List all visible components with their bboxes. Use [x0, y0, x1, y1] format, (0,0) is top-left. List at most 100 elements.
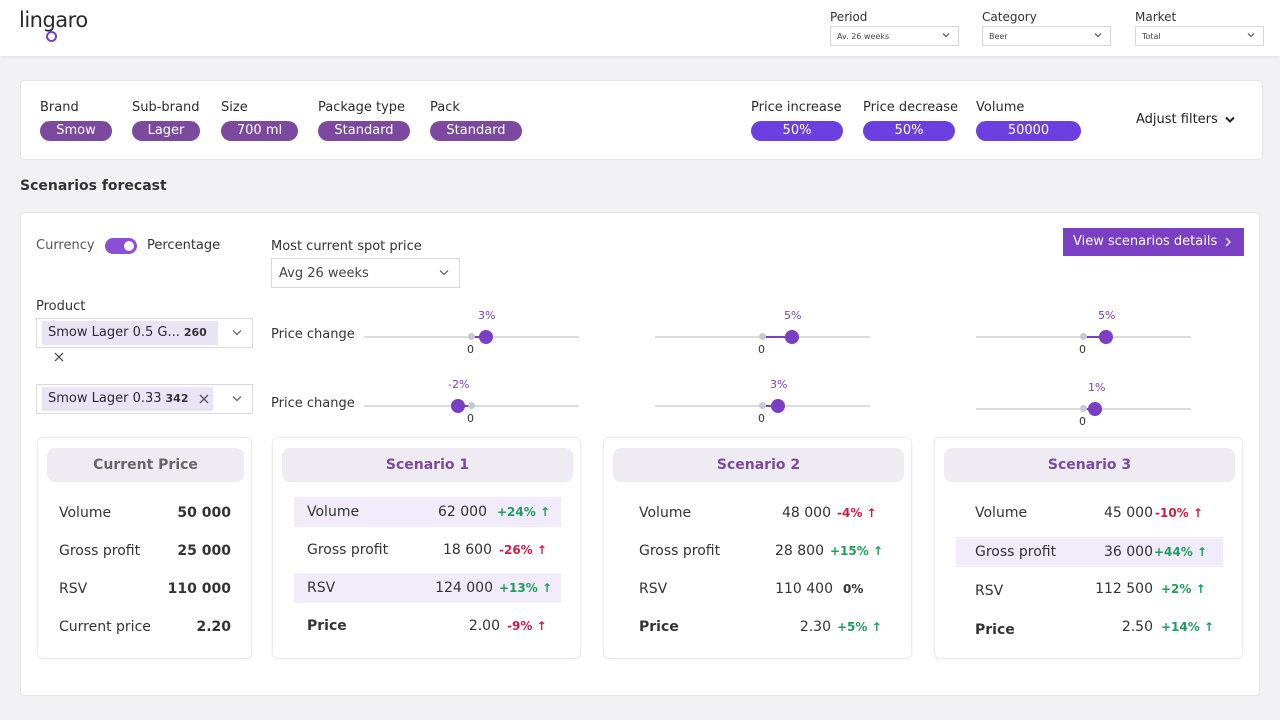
lingaro-logo[interactable]: lingaro: [19, 8, 88, 32]
scenario-card-2: Scenario 2 Volume 48 000 -4% ↑ Gross pro…: [603, 437, 912, 659]
percentage-label: Percentage: [147, 238, 221, 253]
metric-label: RSV: [59, 581, 88, 597]
metric-value: 50 000: [177, 505, 231, 521]
chevron-down-icon: [942, 33, 950, 38]
arrow-up-icon: ↑: [1203, 620, 1215, 634]
arrow-up-icon: ↑: [536, 619, 547, 633]
metric-value: 124 000: [435, 580, 493, 596]
metric-delta: -4% ↑: [837, 506, 877, 520]
metric-label: Price: [639, 619, 679, 635]
scenario-title: Scenario 3: [944, 448, 1235, 482]
current-price-card: Current Price Volume 50 000 Gross profit…: [37, 437, 252, 659]
spot-price-value: Avg 26 weeks: [279, 266, 369, 281]
price-increase-pill[interactable]: 50%: [751, 121, 843, 141]
currency-label: Currency: [36, 238, 95, 253]
price-increase-filter: Price increase 50%: [751, 100, 843, 141]
metric-delta: +24% ↑: [497, 505, 551, 519]
chevron-down-icon: [1247, 33, 1255, 38]
metric-value: 2.00: [468, 618, 500, 634]
scenario-title: Scenario 2: [613, 448, 904, 482]
arrow-up-icon: ↑: [1192, 506, 1203, 520]
metric-label: RSV: [307, 580, 336, 596]
market-value: Total: [1142, 32, 1161, 41]
metric-value: 2.30: [799, 619, 831, 635]
metric-label: Gross profit: [639, 543, 721, 559]
size-pill[interactable]: 700 ml: [221, 121, 298, 141]
slider-zero-label: 0: [1079, 343, 1086, 356]
metric-label: Volume: [639, 505, 692, 521]
metric-label: Gross profit: [59, 543, 141, 559]
period-filter: Period Av. 26 weeks: [830, 10, 959, 46]
slider-zero-label: 0: [467, 343, 474, 356]
subbrand-pill[interactable]: Lager: [132, 121, 200, 141]
arrow-up-icon: ↑: [539, 505, 551, 519]
product-chip-1: Smow Lager 0.5 G... 260: [42, 321, 218, 361]
metric-delta: +13% ↑: [499, 581, 553, 595]
pack-label: Pack: [430, 100, 460, 115]
spot-price-select[interactable]: Avg 26 weeks: [271, 258, 460, 288]
market-select[interactable]: Total: [1135, 26, 1264, 46]
slider-thumb[interactable]: [785, 330, 799, 344]
metric-label: RSV: [639, 581, 668, 597]
view-scenarios-details-label: View scenarios details: [1073, 234, 1218, 249]
slider-thumb[interactable]: [1088, 402, 1102, 416]
slider-zero-label: 0: [467, 412, 474, 425]
subbrand-label: Sub-brand: [132, 100, 200, 115]
market-filter: Market Total: [1135, 10, 1264, 46]
arrow-up-icon: ↑: [871, 620, 882, 634]
metric-value: 2.20: [196, 619, 231, 635]
product-chip-name: Smow Lager 0.33: [48, 391, 162, 406]
row-highlight: [294, 573, 561, 603]
adjust-filters-button[interactable]: Adjust filters: [1136, 112, 1236, 127]
volume-label: Volume: [976, 100, 1025, 115]
package-type-pill[interactable]: Standard: [318, 121, 410, 141]
row-highlight: [294, 497, 561, 527]
category-select[interactable]: Beer: [982, 26, 1111, 46]
section-title: Scenarios forecast: [20, 178, 167, 194]
chevron-down-icon: [1225, 116, 1235, 123]
price-decrease-pill[interactable]: 50%: [863, 121, 955, 141]
slider-zero-marker: [1080, 405, 1087, 412]
price-change-label-2: Price change: [271, 396, 355, 411]
view-scenarios-details-button[interactable]: View scenarios details: [1063, 228, 1244, 256]
period-select[interactable]: Av. 26 weeks: [830, 26, 959, 46]
metric-value: 110 400: [775, 581, 833, 597]
slider-thumb[interactable]: [771, 399, 785, 413]
metric-delta: -10% ↑: [1155, 506, 1203, 520]
close-icon[interactable]: [54, 352, 64, 362]
currency-percentage-toggle[interactable]: [105, 238, 137, 254]
pack-pill[interactable]: Standard: [430, 121, 522, 141]
slider-fill: [471, 336, 486, 338]
metric-label: Current price: [59, 619, 151, 635]
slider-value-label: -2%: [448, 378, 470, 391]
metric-value: 36 000: [1104, 544, 1153, 560]
metric-delta: +5% ↑: [837, 620, 882, 634]
subbrand-filter: Sub-brand Lager: [132, 100, 200, 141]
brand-pill[interactable]: Smow: [40, 121, 112, 141]
current-price-title: Current Price: [47, 448, 244, 482]
slider-thumb[interactable]: [1099, 330, 1113, 344]
package-type-filter: Package type Standard: [318, 100, 410, 141]
slider-value-label: 3%: [478, 309, 496, 322]
brand-filter: Brand Smow: [40, 100, 112, 141]
slider-thumb[interactable]: [451, 399, 465, 413]
slider-zero-marker: [468, 333, 475, 340]
metric-value: 18 600: [443, 542, 492, 558]
category-filter: Category Beer: [982, 10, 1111, 46]
category-value: Beer: [989, 32, 1008, 41]
adjust-filters-label: Adjust filters: [1136, 112, 1218, 127]
slider-zero-marker: [1080, 333, 1087, 340]
metric-label: Gross profit: [307, 542, 389, 558]
volume-pill[interactable]: 50000: [976, 121, 1081, 141]
scenario-title: Scenario 1: [282, 448, 573, 482]
slider-thumb[interactable]: [479, 330, 493, 344]
row-highlight: [956, 537, 1223, 567]
arrow-up-icon: ↑: [1196, 545, 1208, 559]
metric-label: Volume: [59, 505, 112, 521]
slider-value-label: 5%: [1098, 309, 1116, 322]
close-icon[interactable]: [199, 394, 209, 404]
arrow-up-icon: ↑: [872, 544, 884, 558]
period-label: Period: [830, 10, 868, 24]
metric-value: 28 800: [775, 543, 824, 559]
scenario-card-3: Scenario 3 Volume 45 000 -10% ↑ Gross pr…: [934, 437, 1243, 659]
